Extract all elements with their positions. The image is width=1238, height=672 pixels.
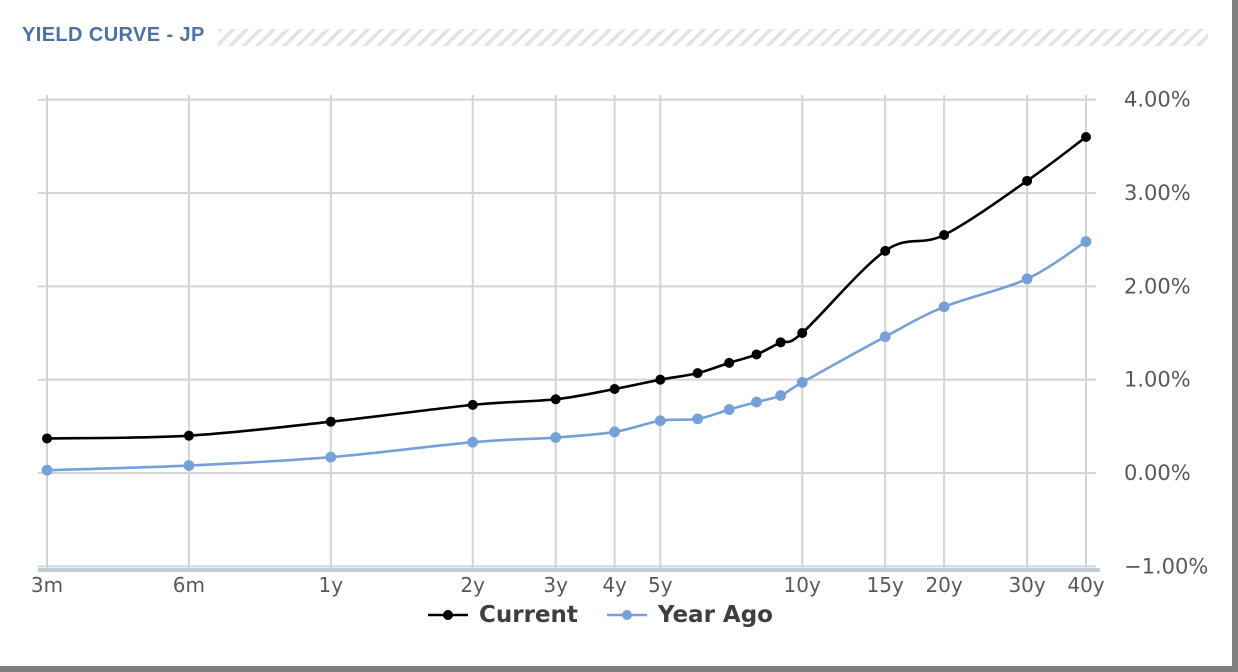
data-point-current: [692, 368, 703, 379]
legend-item-current[interactable]: Current: [427, 602, 578, 628]
data-point-year-ago: [467, 436, 479, 448]
x-tick-label: 6m: [173, 573, 205, 597]
data-point-year-ago: [654, 415, 666, 427]
data-point-current: [880, 245, 891, 256]
data-point-year-ago: [938, 301, 950, 313]
data-point-year-ago: [325, 451, 337, 463]
y-axis-tick-labels: 4.00% 3.00% 2.00% 1.00% 0.00% −1.00%: [1124, 88, 1208, 579]
y-tick-label: 1.00%: [1124, 368, 1191, 392]
data-point-year-ago: [183, 460, 195, 471]
x-tick-label: 40y: [1067, 573, 1104, 597]
data-point-current: [42, 433, 52, 444]
data-point-current: [775, 337, 786, 348]
v-gridlines: [46, 95, 1087, 568]
data-point-current: [325, 416, 336, 427]
data-point-year-ago: [550, 432, 562, 443]
data-point-current: [609, 383, 620, 394]
window-border-right: [1232, 0, 1238, 672]
chart-legend: Current Year Ago: [0, 602, 1200, 628]
data-point-year-ago: [751, 396, 762, 408]
y-tick-label: 4.00%: [1124, 88, 1191, 112]
window-border-bottom: [0, 666, 1238, 672]
data-point-year-ago: [1080, 236, 1092, 247]
data-point-current: [1081, 131, 1091, 142]
title-hatch-decoration: [218, 29, 1208, 46]
data-point-year-ago: [879, 331, 891, 343]
x-axis-tick-labels: 3m 6m 1y 2y 3y 4y 5y 10y 15y 20y 30y 40y: [31, 573, 1105, 597]
data-point-current: [655, 374, 666, 385]
h-gridlines: [38, 98, 1096, 568]
x-tick-label: 3m: [31, 573, 63, 597]
x-tick-label: 10y: [784, 573, 821, 597]
data-point-current: [1022, 175, 1033, 186]
data-point-current: [550, 394, 561, 405]
data-point-year-ago: [723, 404, 735, 415]
data-point-year-ago: [692, 413, 704, 425]
data-point-current: [939, 229, 950, 240]
data-point-current: [467, 399, 478, 410]
x-tick-label: 4y: [602, 573, 627, 597]
legend-marker-current: [427, 610, 468, 620]
x-tick-label: 3y: [543, 573, 568, 597]
page-title: YIELD CURVE - JP: [22, 24, 205, 46]
series-markers: [41, 131, 1092, 476]
data-point-current: [724, 357, 735, 368]
data-point-year-ago: [41, 464, 53, 476]
data-point-year-ago: [1021, 273, 1033, 285]
y-tick-label: −1.00%: [1124, 554, 1208, 578]
y-tick-label: 2.00%: [1124, 274, 1191, 298]
x-axis-line: [38, 568, 1100, 572]
legend-label-current: Current: [478, 602, 578, 628]
x-tick-label: 20y: [925, 573, 962, 597]
data-point-year-ago: [796, 377, 808, 388]
data-point-year-ago: [775, 390, 787, 401]
x-tick-label: 30y: [1008, 573, 1045, 597]
data-point-current: [183, 430, 194, 441]
x-tick-label: 2y: [460, 573, 485, 597]
legend-item-year-ago[interactable]: Year Ago: [606, 602, 773, 628]
data-point-current: [797, 327, 808, 338]
data-point-year-ago: [609, 426, 621, 438]
y-tick-label: 0.00%: [1124, 461, 1191, 485]
x-tick-label: 5y: [648, 573, 673, 597]
x-axis-line: [38, 568, 1100, 572]
legend-marker-year-ago: [606, 610, 647, 620]
x-tick-label: 15y: [867, 573, 904, 597]
chart-plot-area[interactable]: [47, 95, 1086, 568]
legend-label-year-ago: Year Ago: [657, 602, 773, 628]
y-tick-label: 3.00%: [1124, 181, 1191, 205]
x-tick-label: 1y: [319, 573, 344, 597]
data-point-current: [751, 349, 762, 360]
